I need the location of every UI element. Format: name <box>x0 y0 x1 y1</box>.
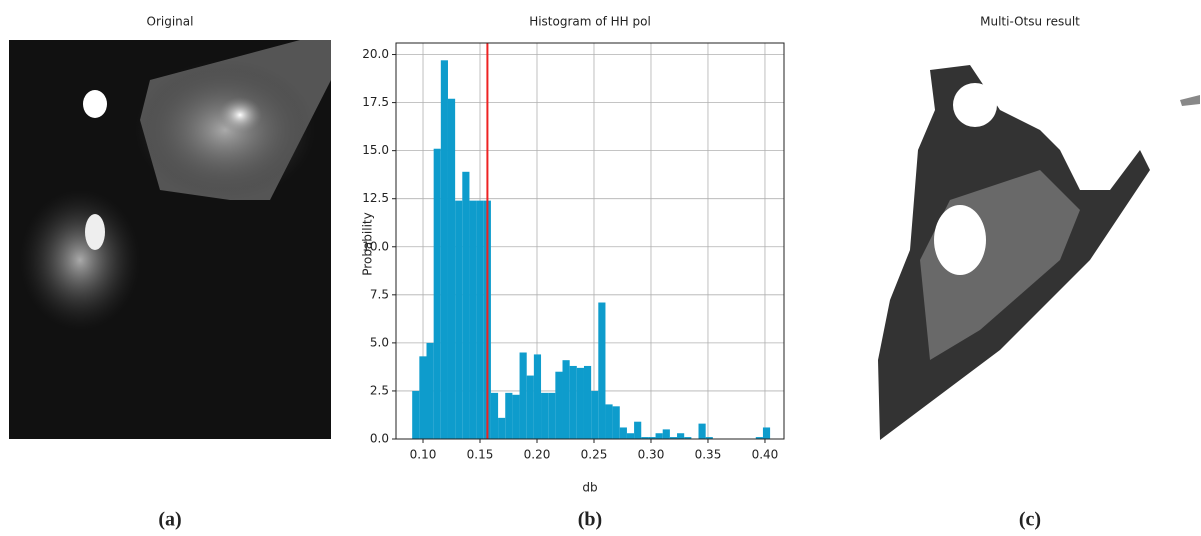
panel-title: Original <box>147 15 194 29</box>
y-tick-label: 10.0 <box>362 239 389 253</box>
bar <box>755 437 763 439</box>
bar <box>619 427 627 439</box>
caption: (c) <box>1019 509 1041 531</box>
bar <box>498 417 506 439</box>
x-axis-label: db <box>582 481 597 495</box>
bar <box>447 98 456 440</box>
y-tick-label: 15.0 <box>362 143 389 157</box>
x-tick-label: 0.35 <box>695 448 722 462</box>
x-tick-label: 0.25 <box>581 448 608 462</box>
chart-title: Histogram of HH pol <box>529 15 651 29</box>
bar <box>684 437 692 439</box>
bar <box>762 427 771 439</box>
bar <box>705 437 713 439</box>
bar <box>476 200 484 439</box>
bar <box>541 392 549 439</box>
x-tick-label: 0.10 <box>410 448 437 462</box>
bar <box>583 365 592 439</box>
bar <box>576 367 584 439</box>
bar <box>426 342 434 439</box>
bar <box>548 392 556 439</box>
bar <box>440 60 448 440</box>
multi-otsu-image <box>878 65 1200 440</box>
plot-frame <box>395 42 785 440</box>
y-tick-label: 2.5 <box>370 383 389 397</box>
bar <box>433 148 441 439</box>
caption: (b) <box>578 509 602 531</box>
bar <box>648 437 656 439</box>
bar <box>698 423 706 439</box>
bar <box>526 375 534 439</box>
bar <box>419 356 427 439</box>
bar <box>519 352 527 439</box>
original-image <box>9 40 331 439</box>
bar <box>505 392 513 439</box>
x-tick-label: 0.15 <box>467 448 494 462</box>
bar <box>512 394 520 439</box>
bar <box>598 302 606 439</box>
x-tick-label: 0.20 <box>524 448 551 462</box>
y-axis-label: Probability <box>361 212 375 275</box>
bar <box>634 421 642 439</box>
y-tick-label: 0.0 <box>370 432 389 446</box>
bar <box>462 171 470 439</box>
y-tick-label: 12.5 <box>362 191 389 205</box>
y-tick-label: 7.5 <box>370 287 389 301</box>
bar <box>533 354 542 439</box>
bar <box>626 433 635 439</box>
bar <box>655 433 663 439</box>
bar <box>612 406 620 439</box>
bar <box>562 360 570 439</box>
bar <box>412 390 420 439</box>
y-tick-label: 17.5 <box>362 95 389 109</box>
bar <box>662 429 670 439</box>
x-tick-label: 0.40 <box>752 448 779 462</box>
bar <box>469 200 477 439</box>
y-tick-label: 5.0 <box>370 335 389 349</box>
bar <box>569 365 577 439</box>
bar <box>605 404 613 439</box>
x-tick-label: 0.30 <box>638 448 665 462</box>
bar <box>591 390 599 439</box>
y-tick-label: 20.0 <box>362 47 389 61</box>
panel-title: Multi-Otsu result <box>980 15 1080 29</box>
bar <box>490 392 499 439</box>
caption: (a) <box>158 509 181 531</box>
bar <box>555 371 563 439</box>
bar <box>677 433 685 439</box>
bar <box>455 200 463 439</box>
bar <box>641 437 649 439</box>
bar <box>669 437 678 439</box>
